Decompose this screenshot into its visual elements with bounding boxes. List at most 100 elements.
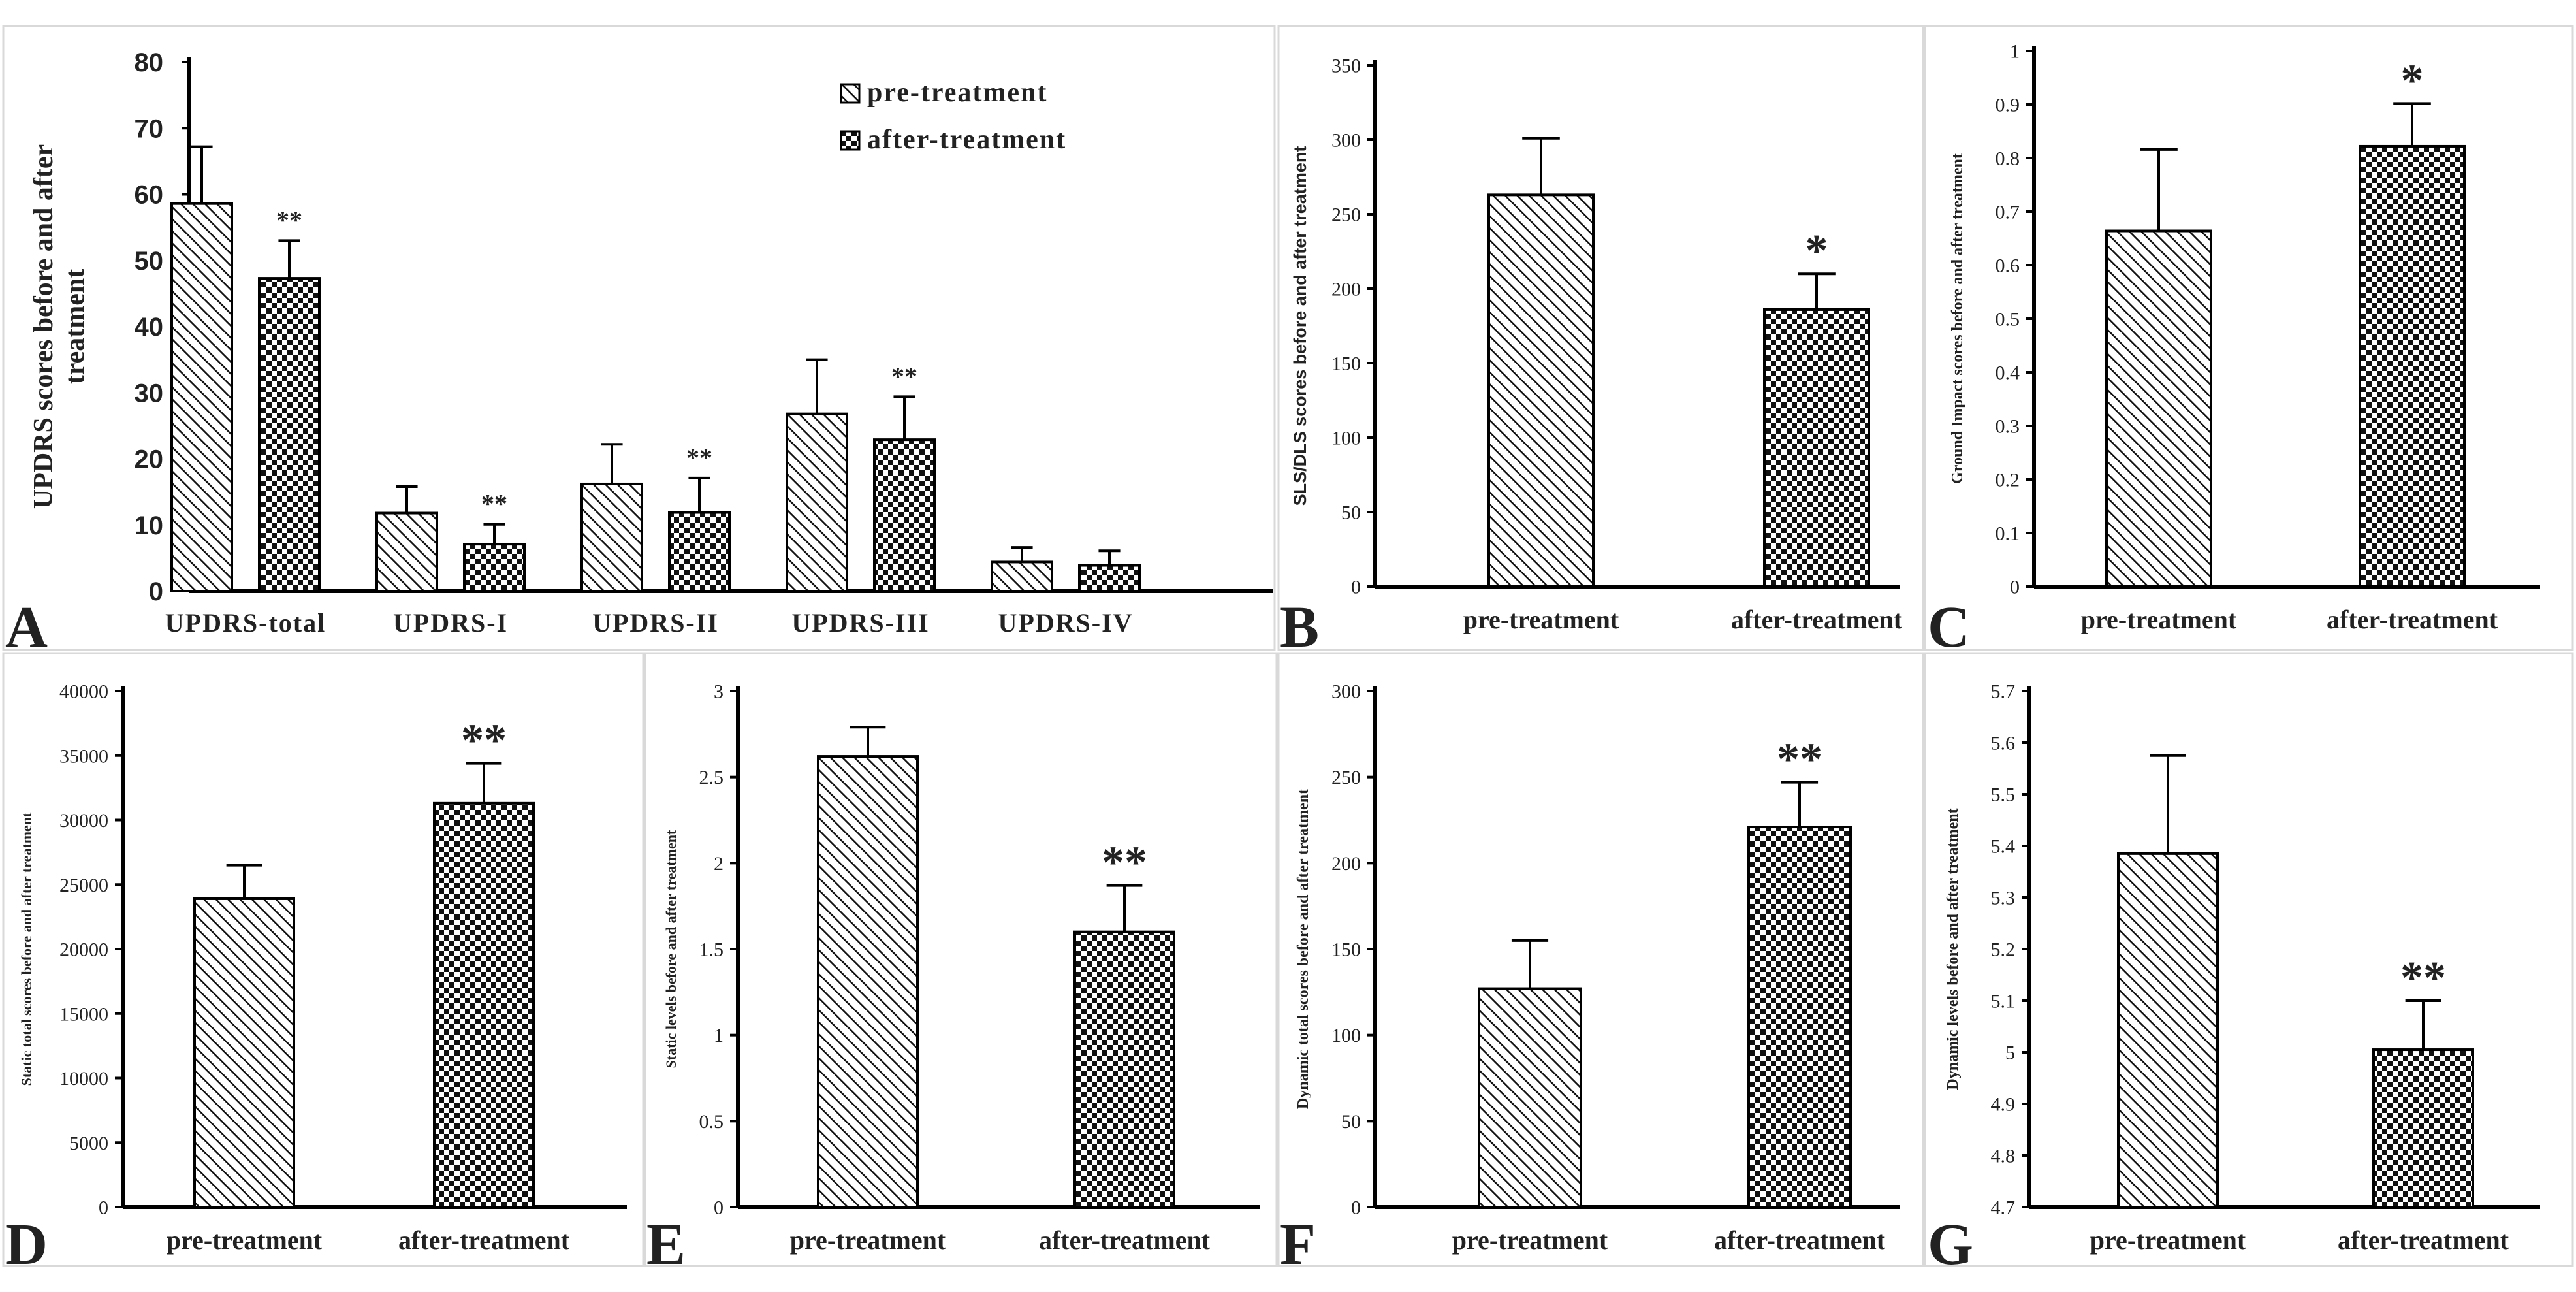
bar	[2372, 1048, 2474, 1209]
x-tick-label: UPDRS-III	[791, 608, 929, 638]
y-tick-label: 35000	[59, 745, 108, 767]
y-tick-label: 0.8	[1996, 148, 2020, 170]
y-tick-label: 50	[135, 247, 164, 276]
x-tick-label: after-treatment	[398, 1225, 570, 1255]
y-tick-label: 200	[1331, 279, 1361, 300]
panel-border	[644, 652, 1278, 1267]
y-tick-label: 300	[1331, 681, 1361, 703]
x-tick-label: after-treatment	[1714, 1225, 1886, 1255]
x-tick-label: after-treatment	[1039, 1225, 1211, 1255]
y-tick-label: 25000	[59, 875, 108, 896]
y-tick-label: 0	[1351, 577, 1361, 598]
y-tick-label: 0.5	[1996, 309, 2020, 331]
significance-marker: *	[1805, 226, 1828, 276]
y-axis-label: Static levels before and after treatment	[663, 830, 679, 1068]
panel-B: 0 50 100 150 200 250 300 350 SLS/DLS scores befo…	[1277, 25, 1924, 660]
legend-swatch	[840, 130, 861, 151]
significance-marker: **	[686, 443, 712, 472]
bar	[786, 412, 848, 593]
y-tick-label: 2	[714, 853, 724, 875]
x-tick-label: pre-treatment	[1463, 605, 1619, 634]
significance-marker: **	[1102, 838, 1147, 888]
panel-A: 0 10 20 30 40 50 60 70 80 UPDRS scores before and…	[2, 25, 1276, 660]
y-axis-label: Dynamic levels before and after treatmen…	[1945, 808, 1962, 1090]
y-tick-label: 4.7	[1991, 1197, 2016, 1219]
y-tick-label: 5.4	[1991, 836, 2016, 858]
y-tick-label: 70	[135, 114, 164, 143]
panel-label: G	[1928, 1212, 1973, 1277]
x-tick-label: pre-treatment	[790, 1225, 946, 1255]
y-axis-label: Dynamic total scores before and after tr…	[1295, 789, 1312, 1109]
y-tick-label: 5	[2005, 1042, 2015, 1064]
y-tick-label: 40000	[59, 681, 108, 703]
significance-marker: **	[2400, 953, 2446, 1003]
y-tick-label: 0	[1351, 1197, 1361, 1219]
bar	[433, 801, 535, 1208]
x-tick-label: pre-treatment	[1452, 1225, 1608, 1255]
significance-marker: **	[276, 205, 302, 234]
bar	[991, 560, 1053, 593]
panel-F: 0 50 100 150 200 250 300 Dynamic total scores b…	[1277, 652, 1924, 1277]
y-tick-label: 100	[1331, 1025, 1361, 1046]
bar	[2359, 144, 2466, 588]
panel-D: 0 5000 10000 15000 20000 25000 30000 35000 40000…	[2, 652, 644, 1277]
y-tick-label: 0.1	[1996, 523, 2020, 545]
bar	[1763, 308, 1870, 588]
panel-label: D	[5, 1212, 48, 1277]
x-tick-label: UPDRS-total	[165, 608, 326, 638]
y-tick-label: 0.2	[1996, 470, 2020, 491]
panel-border	[1277, 25, 1924, 651]
y-tick-label: 0.3	[1996, 416, 2020, 438]
panel-label: E	[646, 1212, 686, 1277]
panel-label: F	[1280, 1212, 1316, 1277]
y-tick-label: 5.7	[1991, 681, 2016, 703]
y-tick-label: 50	[1341, 502, 1361, 524]
significance-marker: **	[1777, 735, 1822, 785]
x-tick-label: pre-treatment	[2090, 1225, 2246, 1255]
bar	[375, 511, 438, 593]
y-tick-label: 5.2	[1991, 939, 2016, 961]
bar	[258, 277, 321, 592]
y-tick-label: 0	[149, 577, 163, 606]
y-axis-label: UPDRS scores before and aftertreatment	[29, 144, 90, 509]
y-tick-label: 250	[1331, 204, 1361, 226]
panel-E: 0 0.5 1 1.5 2 2.5 3 Static levels before and af…	[644, 652, 1278, 1277]
y-tick-label: 60	[135, 181, 164, 210]
y-tick-label: 2.5	[699, 767, 724, 788]
significance-marker: **	[461, 716, 507, 766]
x-tick-label: after-treatment	[1731, 605, 1903, 634]
panel-label: C	[1928, 595, 1970, 660]
y-tick-label: 0.6	[1996, 255, 2020, 277]
y-tick-label: 0	[99, 1197, 108, 1219]
y-tick-label: 0.5	[699, 1111, 724, 1133]
panel-label: B	[1280, 595, 1319, 660]
y-tick-label: 3	[714, 681, 724, 703]
significance-marker: **	[891, 361, 917, 391]
x-tick-label: pre-treatment	[2081, 605, 2237, 634]
bar	[668, 511, 731, 593]
y-tick-label: 0.7	[1996, 202, 2020, 223]
panel-border	[1277, 652, 1924, 1267]
y-tick-label: 5.1	[1991, 991, 2016, 1012]
y-tick-label: 30	[135, 379, 164, 408]
x-tick-label: after-treatment	[2327, 605, 2498, 634]
y-tick-label: 150	[1331, 939, 1361, 961]
x-tick-label: UPDRS-II	[592, 608, 719, 638]
y-tick-label: 0	[2010, 577, 2020, 598]
x-tick-label: UPDRS-IV	[998, 608, 1133, 638]
panel-G: 4.7 4.8 4.9 5 5.1 5.2 5.3 5.4 5.5 5.6 5.7 Dynamic l…	[1924, 652, 2574, 1277]
y-tick-label: 1	[2010, 41, 2020, 63]
y-axis-label: Ground Impact scores before and after tr…	[1949, 153, 1966, 484]
bar	[1487, 193, 1595, 588]
y-axis-label-line: treatment	[60, 269, 90, 384]
legend-label: pre-treatment	[867, 78, 1047, 108]
panel-border	[2, 652, 644, 1267]
y-axis-label-line: UPDRS scores before and after	[29, 144, 59, 509]
y-tick-label: 5.6	[1991, 733, 2016, 754]
y-tick-label: 150	[1331, 353, 1361, 375]
x-tick-label: UPDRS-I	[393, 608, 508, 638]
y-tick-label: 250	[1331, 767, 1361, 788]
panel-border	[2, 25, 1276, 651]
y-tick-label: 15000	[59, 1003, 108, 1025]
